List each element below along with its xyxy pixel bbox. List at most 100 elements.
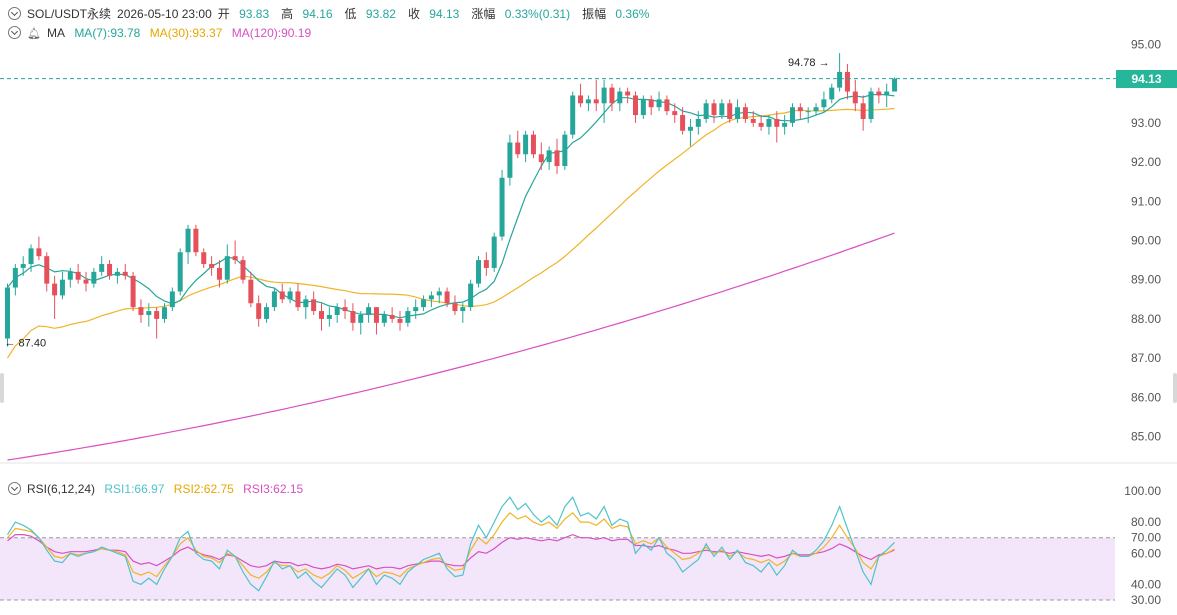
candle-body: [868, 91, 874, 119]
candle-body: [413, 307, 419, 312]
candle-body: [444, 291, 450, 304]
candle-body: [240, 260, 246, 280]
candle-body: [452, 303, 458, 312]
candle-body: [279, 291, 285, 300]
candle-body: [154, 311, 160, 319]
candle-body: [499, 177, 505, 237]
candle-body: [821, 99, 827, 108]
candle-body: [530, 134, 536, 155]
candle-body: [562, 134, 568, 167]
candle-body: [617, 91, 623, 104]
ma7-legend: MA(7):93.78: [74, 26, 141, 40]
candle-body: [193, 228, 199, 253]
candle-body: [12, 267, 18, 288]
candle-body: [36, 248, 42, 257]
candle-body: [99, 264, 105, 272]
candle-body: [790, 107, 795, 123]
candle-body: [28, 248, 34, 265]
price-tick-label: 92.00: [1131, 155, 1161, 169]
candle-body: [114, 271, 120, 276]
candle-body: [20, 264, 26, 268]
candle-body: [146, 311, 152, 315]
candle-body: [319, 311, 324, 319]
candle-body: [648, 99, 654, 108]
candle-body: [350, 311, 356, 323]
candle-body: [656, 99, 662, 108]
low-annotation: ← 87.40: [5, 337, 47, 349]
candle-body: [75, 271, 81, 280]
candle-body: [570, 95, 576, 135]
candle-body: [609, 87, 615, 104]
candle-body: [695, 118, 701, 127]
candle-body: [107, 264, 113, 276]
candle-body: [460, 307, 466, 312]
low-value: 93.82: [365, 7, 396, 21]
candle-body: [672, 111, 678, 116]
candle-body: [476, 260, 481, 284]
candle-body: [593, 99, 599, 104]
candle-body: [491, 236, 497, 268]
candle-body: [248, 279, 254, 304]
right-scroll-handle[interactable]: [1173, 373, 1177, 403]
candle-body: [436, 291, 442, 296]
rsi3-legend: RSI3:62.15: [243, 482, 304, 496]
candle-body: [358, 314, 364, 323]
candle-body: [766, 118, 772, 127]
candle-body: [91, 271, 97, 284]
high-value: 94.16: [302, 7, 333, 21]
datetime-label: 2026-05-10 23:00: [117, 7, 212, 21]
candle-body: [664, 99, 670, 112]
candle-body: [554, 150, 560, 167]
candle-body: [797, 107, 803, 112]
candle-body: [216, 267, 222, 280]
candle-body: [538, 154, 544, 163]
amplitude-label: 振幅: [582, 7, 607, 21]
candle-body: [209, 264, 215, 268]
kline-header: SOL/USDT永续 2026-05-10 23:00 开 93.83 高 94.16…: [8, 6, 661, 22]
candle-body: [428, 295, 434, 300]
current-price-tag: 94.13: [1116, 69, 1177, 88]
candle-body: [633, 95, 638, 116]
ma-label: MA: [46, 26, 65, 40]
bell-icon[interactable]: 🔔︎: [27, 28, 41, 40]
candle-body: [201, 252, 207, 265]
candle-body: [625, 91, 631, 96]
collapse-toggle-icon[interactable]: [8, 482, 21, 495]
ma-legend: 🔔︎ MA MA(7):93.78 MA(30):93.37 MA(120):90…: [8, 25, 317, 41]
collapse-toggle-icon[interactable]: [8, 26, 21, 39]
close-label: 收: [407, 7, 420, 21]
candle-body: [59, 279, 65, 296]
candle-body: [703, 103, 709, 119]
candle-body: [758, 122, 764, 127]
candle-body: [52, 283, 58, 296]
price-tick-label: 87.00: [1131, 351, 1161, 365]
candle-body: [837, 71, 843, 88]
rsi-tick-label: 80.00: [1131, 515, 1161, 529]
symbol-label: SOL/USDT永续: [27, 7, 112, 21]
price-tick-label: 90.00: [1131, 234, 1161, 248]
change-value: 0.33%(0.31): [504, 7, 571, 21]
candle-body: [177, 252, 183, 292]
rsi1-legend: RSI1:66.97: [104, 482, 165, 496]
candle-body: [287, 291, 293, 300]
candle-body: [546, 150, 552, 163]
rsi-tick-label: 60.00: [1131, 546, 1161, 560]
candle-body: [366, 307, 372, 315]
candle-body: [774, 118, 780, 127]
rsi3-line: [7, 533, 895, 570]
rsi-tick-label: 70.00: [1131, 531, 1161, 545]
candle-body: [601, 87, 607, 104]
candle-body: [130, 275, 136, 308]
candle-body: [640, 99, 646, 116]
rsi-tick-label: 30.00: [1131, 593, 1161, 607]
left-scroll-handle[interactable]: [0, 373, 4, 403]
candle-body: [852, 91, 858, 104]
high-label: 高: [281, 7, 294, 21]
collapse-toggle-icon[interactable]: [8, 7, 21, 20]
candle-body: [342, 307, 348, 312]
candle-body: [892, 78, 898, 92]
candle-body: [813, 107, 819, 112]
candle-body: [884, 91, 890, 96]
candle-body: [373, 307, 379, 323]
